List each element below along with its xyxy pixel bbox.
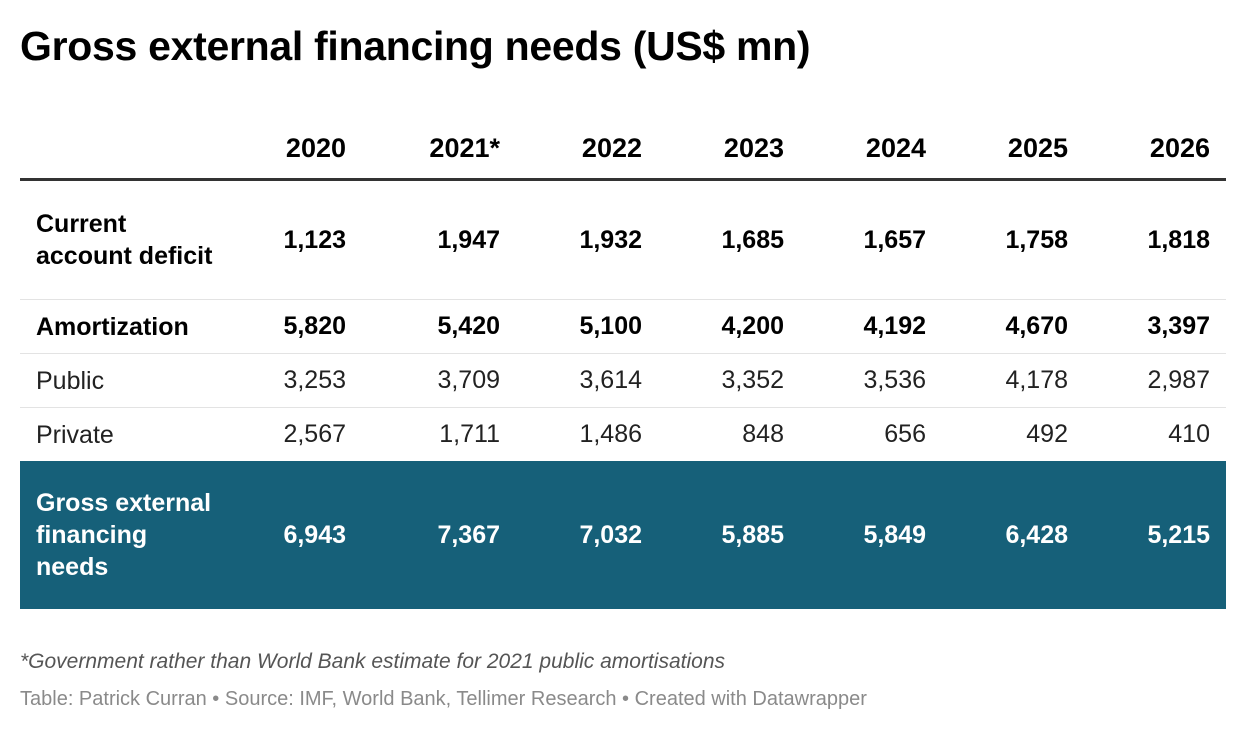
table-cell: 5,215 <box>1084 461 1226 609</box>
table-cell: 5,885 <box>658 461 800 609</box>
column-header: 2025 <box>942 118 1084 181</box>
column-header: 2026 <box>1084 118 1226 181</box>
table-cell: 2,987 <box>1084 353 1226 408</box>
header-row: 2020 2021* 2022 2023 2024 2025 2026 <box>20 118 1226 181</box>
column-header: 2023 <box>658 118 800 181</box>
table-cell: 1,123 <box>220 179 362 300</box>
column-header: 2021* <box>362 118 516 181</box>
table-row: Private 2,567 1,711 1,486 848 656 492 41… <box>20 408 1226 462</box>
table-cell: 5,820 <box>220 299 362 354</box>
table-cell: 1,932 <box>516 179 658 300</box>
column-header: 2020 <box>220 118 362 181</box>
table-cell: 3,397 <box>1084 299 1226 354</box>
table-cell: 1,657 <box>800 179 942 300</box>
column-header: 2024 <box>800 118 942 181</box>
table-cell: 1,711 <box>439 420 500 448</box>
table-cell: 4,670 <box>942 299 1084 354</box>
table-cell: 5,420 <box>362 299 516 354</box>
table-cell: 5,849 <box>800 461 942 609</box>
table-cell: 3,253 <box>220 353 362 408</box>
row-label: Private <box>36 420 114 449</box>
table-cell: 3,352 <box>658 353 800 408</box>
table-cell: 4,200 <box>658 299 800 354</box>
table-cell: 1,818 <box>1084 179 1226 300</box>
table-cell: 410 <box>1168 420 1210 448</box>
table-cell: 1,947 <box>362 179 516 300</box>
table-row: Current account deficit 1,123 1,947 1,93… <box>20 179 1226 300</box>
table-cell: 1,685 <box>658 179 800 300</box>
row-label: Current account deficit <box>20 179 220 300</box>
table-cell: 3,536 <box>800 353 942 408</box>
table-cell: 7,032 <box>516 461 658 609</box>
table-row: Public 3,253 3,709 3,614 3,352 3,536 4,1… <box>20 353 1226 408</box>
source-credits: Table: Patrick Curran • Source: IMF, Wor… <box>20 688 867 710</box>
row-label: Public <box>20 353 220 408</box>
highlighted-total-row: Gross external financing needs 6,943 7,3… <box>20 461 1226 609</box>
chart-title: Gross external financing needs (US$ mn) <box>20 23 811 69</box>
table-cell: 3,709 <box>362 353 516 408</box>
column-header <box>20 118 220 181</box>
column-header: 2022 <box>516 118 658 181</box>
row-label: Amortization <box>20 299 220 354</box>
table-cell: 656 <box>884 420 926 448</box>
table-cell: 1,758 <box>942 179 1084 300</box>
table-cell: 848 <box>742 420 784 448</box>
table-cell: 4,178 <box>942 353 1084 408</box>
table-cell: 3,614 <box>516 353 658 408</box>
row-label: Gross external financing needs <box>20 461 220 609</box>
table-cell: 6,428 <box>942 461 1084 609</box>
table-cell: 492 <box>1026 420 1068 448</box>
table-cell: 2,567 <box>283 420 346 448</box>
table-row: Amortization 5,820 5,420 5,100 4,200 4,1… <box>20 299 1226 354</box>
table-cell: 6,943 <box>220 461 362 609</box>
footnote: *Government rather than World Bank estim… <box>20 650 726 673</box>
table-cell: 5,100 <box>516 299 658 354</box>
table-cell: 7,367 <box>362 461 516 609</box>
data-table: 2020 2021* 2022 2023 2024 2025 2026 Curr… <box>20 118 1226 609</box>
table-cell: 1,486 <box>579 420 642 448</box>
table-cell: 4,192 <box>800 299 942 354</box>
